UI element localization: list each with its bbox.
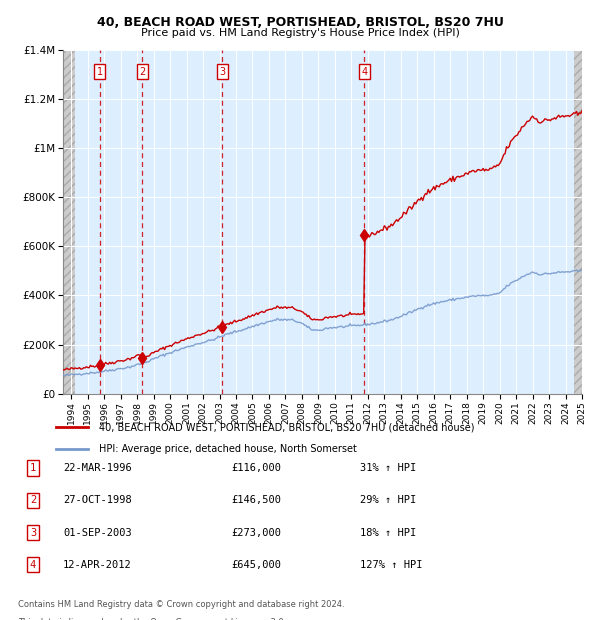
Text: 4: 4 [30,560,36,570]
Text: 1: 1 [97,67,103,77]
Text: 4: 4 [361,67,367,77]
Text: 40, BEACH ROAD WEST, PORTISHEAD, BRISTOL, BS20 7HU: 40, BEACH ROAD WEST, PORTISHEAD, BRISTOL… [97,16,503,29]
Text: £146,500: £146,500 [231,495,281,505]
Text: 3: 3 [219,67,226,77]
Text: 29% ↑ HPI: 29% ↑ HPI [360,495,416,505]
Text: Contains HM Land Registry data © Crown copyright and database right 2024.: Contains HM Land Registry data © Crown c… [18,600,344,609]
Text: 18% ↑ HPI: 18% ↑ HPI [360,528,416,538]
Text: 1: 1 [30,463,36,473]
Text: 22-MAR-1996: 22-MAR-1996 [63,463,132,473]
Text: 127% ↑ HPI: 127% ↑ HPI [360,560,422,570]
Text: 2: 2 [30,495,36,505]
Bar [574,50,582,394]
Text: 01-SEP-2003: 01-SEP-2003 [63,528,132,538]
Text: 3: 3 [30,528,36,538]
Text: 31% ↑ HPI: 31% ↑ HPI [360,463,416,473]
Text: £645,000: £645,000 [231,560,281,570]
Text: 40, BEACH ROAD WEST, PORTISHEAD, BRISTOL, BS20 7HU (detached house): 40, BEACH ROAD WEST, PORTISHEAD, BRISTOL… [99,422,475,432]
Text: This data is licensed under the Open Government Licence v3.0.: This data is licensed under the Open Gov… [18,618,286,620]
Text: £273,000: £273,000 [231,528,281,538]
Text: Price paid vs. HM Land Registry's House Price Index (HPI): Price paid vs. HM Land Registry's House … [140,28,460,38]
Text: 12-APR-2012: 12-APR-2012 [63,560,132,570]
Bar [63,50,76,394]
Text: HPI: Average price, detached house, North Somerset: HPI: Average price, detached house, Nort… [99,444,357,454]
Text: 2: 2 [139,67,146,77]
Text: 27-OCT-1998: 27-OCT-1998 [63,495,132,505]
Text: £116,000: £116,000 [231,463,281,473]
